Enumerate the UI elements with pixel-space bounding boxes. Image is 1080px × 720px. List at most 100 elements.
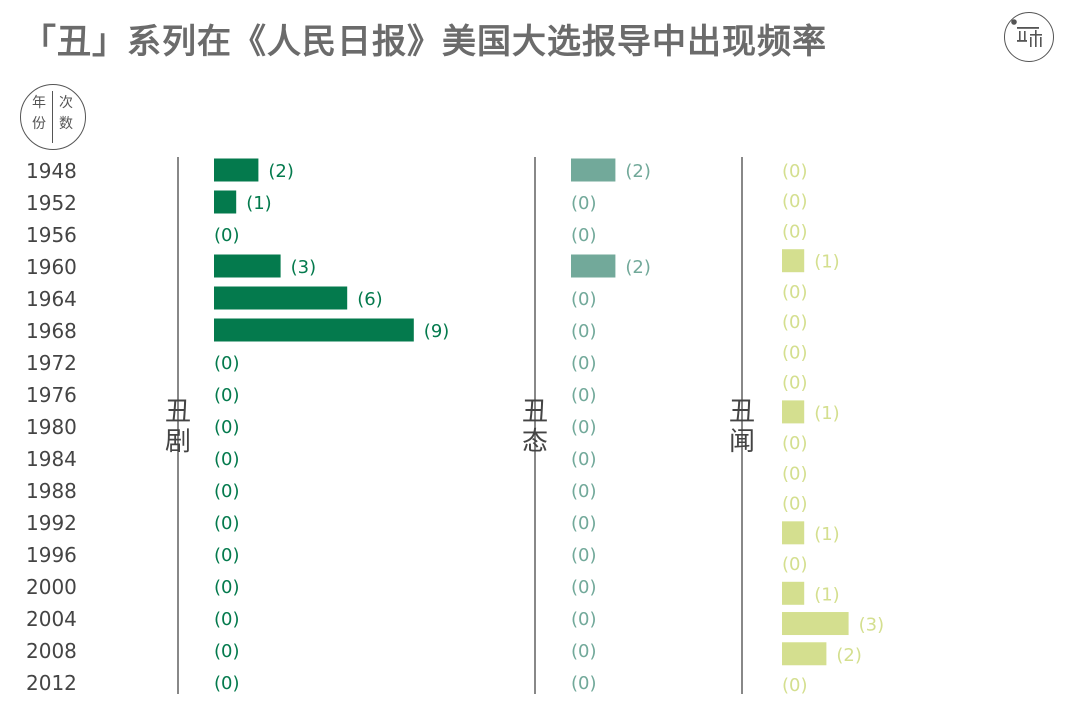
bar (782, 249, 805, 273)
bar-value-label: (0) (214, 513, 240, 534)
bar (214, 254, 281, 278)
series-name-char: 态 (522, 427, 548, 457)
series-name-char: 丑 (729, 397, 755, 427)
bar-value-label: (2) (268, 161, 294, 182)
legend-key-divider (52, 91, 54, 143)
bar-value-label: (1) (814, 524, 840, 545)
bar-value-label: (0) (571, 385, 597, 406)
bar-value-label: (1) (814, 584, 840, 605)
legend-key-count-top: 次 (59, 95, 73, 111)
bar-value-label: (0) (571, 513, 597, 534)
panel-choutai: 丑态 (2) (0) (0) (2) (0) (0) (0) (0) (0) (0) (0) (0) (0… (522, 157, 651, 694)
logo-glyph (1011, 19, 1042, 47)
bar-value-label: (0) (782, 494, 808, 515)
bar-value-label: (0) (571, 481, 597, 502)
year-label: 1948 (26, 159, 77, 183)
bar-value-label: (0) (782, 342, 808, 363)
bar-value-label: (0) (782, 282, 808, 303)
bar-value-label: (2) (625, 161, 651, 182)
bar-value-label: (0) (571, 641, 597, 662)
bar-value-label: (0) (782, 191, 808, 212)
bar-value-label: (0) (214, 545, 240, 566)
bar (782, 400, 805, 424)
year-labels: 1948 1952 1956 1960 1964 1968 1972 1976 1980 1984… (26, 159, 77, 695)
year-label: 2004 (26, 607, 77, 631)
year-label: 1972 (26, 351, 77, 375)
bar-value-label: (0) (214, 385, 240, 406)
bar-value-label: (0) (782, 373, 808, 394)
year-label: 1980 (26, 415, 77, 439)
bar-value-label: (1) (814, 252, 840, 273)
bar-value-label: (0) (782, 433, 808, 454)
logo-icon (1004, 12, 1054, 62)
bar-value-label: (1) (246, 193, 272, 214)
bar-value-label: (3) (291, 257, 317, 278)
panel-chouwen: 丑闻 (0) (0) (0) (1) (0) (0) (0) (0) (1) (0) (0) (0) (1… (729, 157, 884, 696)
bar-value-label: (0) (571, 609, 597, 630)
bar-value-label: (0) (214, 225, 240, 246)
bar-value-label: (6) (357, 289, 383, 310)
year-label: 2000 (26, 575, 77, 599)
bar-value-label: (0) (214, 353, 240, 374)
bar-value-label: (0) (571, 545, 597, 566)
year-label: 1988 (26, 479, 77, 503)
bar (782, 642, 827, 666)
bar-value-label: (2) (836, 645, 862, 666)
bar-value-label: (0) (782, 161, 808, 182)
bar-value-label: (0) (571, 577, 597, 598)
bar (214, 286, 348, 310)
year-label: 2008 (26, 639, 77, 663)
year-label: 1976 (26, 383, 77, 407)
bar (571, 158, 616, 182)
bar-value-label: (0) (214, 577, 240, 598)
bar-value-label: (0) (782, 312, 808, 333)
bar-value-label: (3) (859, 615, 885, 636)
year-label: 1956 (26, 223, 77, 247)
year-label: 1992 (26, 511, 77, 535)
page-title: 「丑」系列在《人民日报》美国大选报导中出现频率 (22, 22, 827, 62)
legend-key-count-bottom: 数 (59, 116, 73, 132)
bar-value-label: (0) (571, 673, 597, 694)
bar (214, 318, 414, 342)
bar-value-label: (0) (214, 641, 240, 662)
bar-value-label: (0) (782, 675, 808, 696)
series-name-char: 剧 (165, 427, 191, 457)
bar-value-label: (0) (571, 225, 597, 246)
bar-value-label: (0) (571, 289, 597, 310)
bar-value-label: (9) (424, 321, 450, 342)
bar-value-label: (0) (214, 673, 240, 694)
bar-value-label: (0) (782, 463, 808, 484)
bar (214, 158, 259, 182)
legend-key: 年 份 次 数 (20, 84, 86, 150)
bar-value-label: (0) (571, 449, 597, 470)
series-name-char: 丑 (165, 397, 191, 427)
bar (214, 190, 237, 214)
bar-value-label: (0) (214, 481, 240, 502)
bar (782, 612, 849, 636)
bar-value-label: (0) (214, 417, 240, 438)
year-label: 1960 (26, 255, 77, 279)
bar (571, 254, 616, 278)
bar-value-label: (0) (571, 321, 597, 342)
bar-value-label: (0) (782, 221, 808, 242)
bar (782, 581, 805, 605)
bar-value-label: (0) (214, 609, 240, 630)
year-label: 1984 (26, 447, 77, 471)
year-label: 1996 (26, 543, 77, 567)
year-label: 1968 (26, 319, 77, 343)
year-label: 1952 (26, 191, 77, 215)
series-name-char: 闻 (729, 427, 755, 457)
bar (782, 521, 805, 545)
series-name-char: 丑 (522, 397, 548, 427)
bar-value-label: (0) (571, 417, 597, 438)
bar-value-label: (0) (214, 449, 240, 470)
year-label: 1964 (26, 287, 77, 311)
bar-value-label: (0) (571, 193, 597, 214)
panel-choujv: 丑剧 (2) (1) (0) (3) (6) (9) (0) (0) (0) (0) (0) (0) (0… (165, 157, 449, 694)
bar-value-label: (0) (782, 554, 808, 575)
bar-value-label: (1) (814, 403, 840, 424)
year-label: 2012 (26, 671, 77, 695)
bar-value-label: (2) (625, 257, 651, 278)
bar-value-label: (0) (571, 353, 597, 374)
